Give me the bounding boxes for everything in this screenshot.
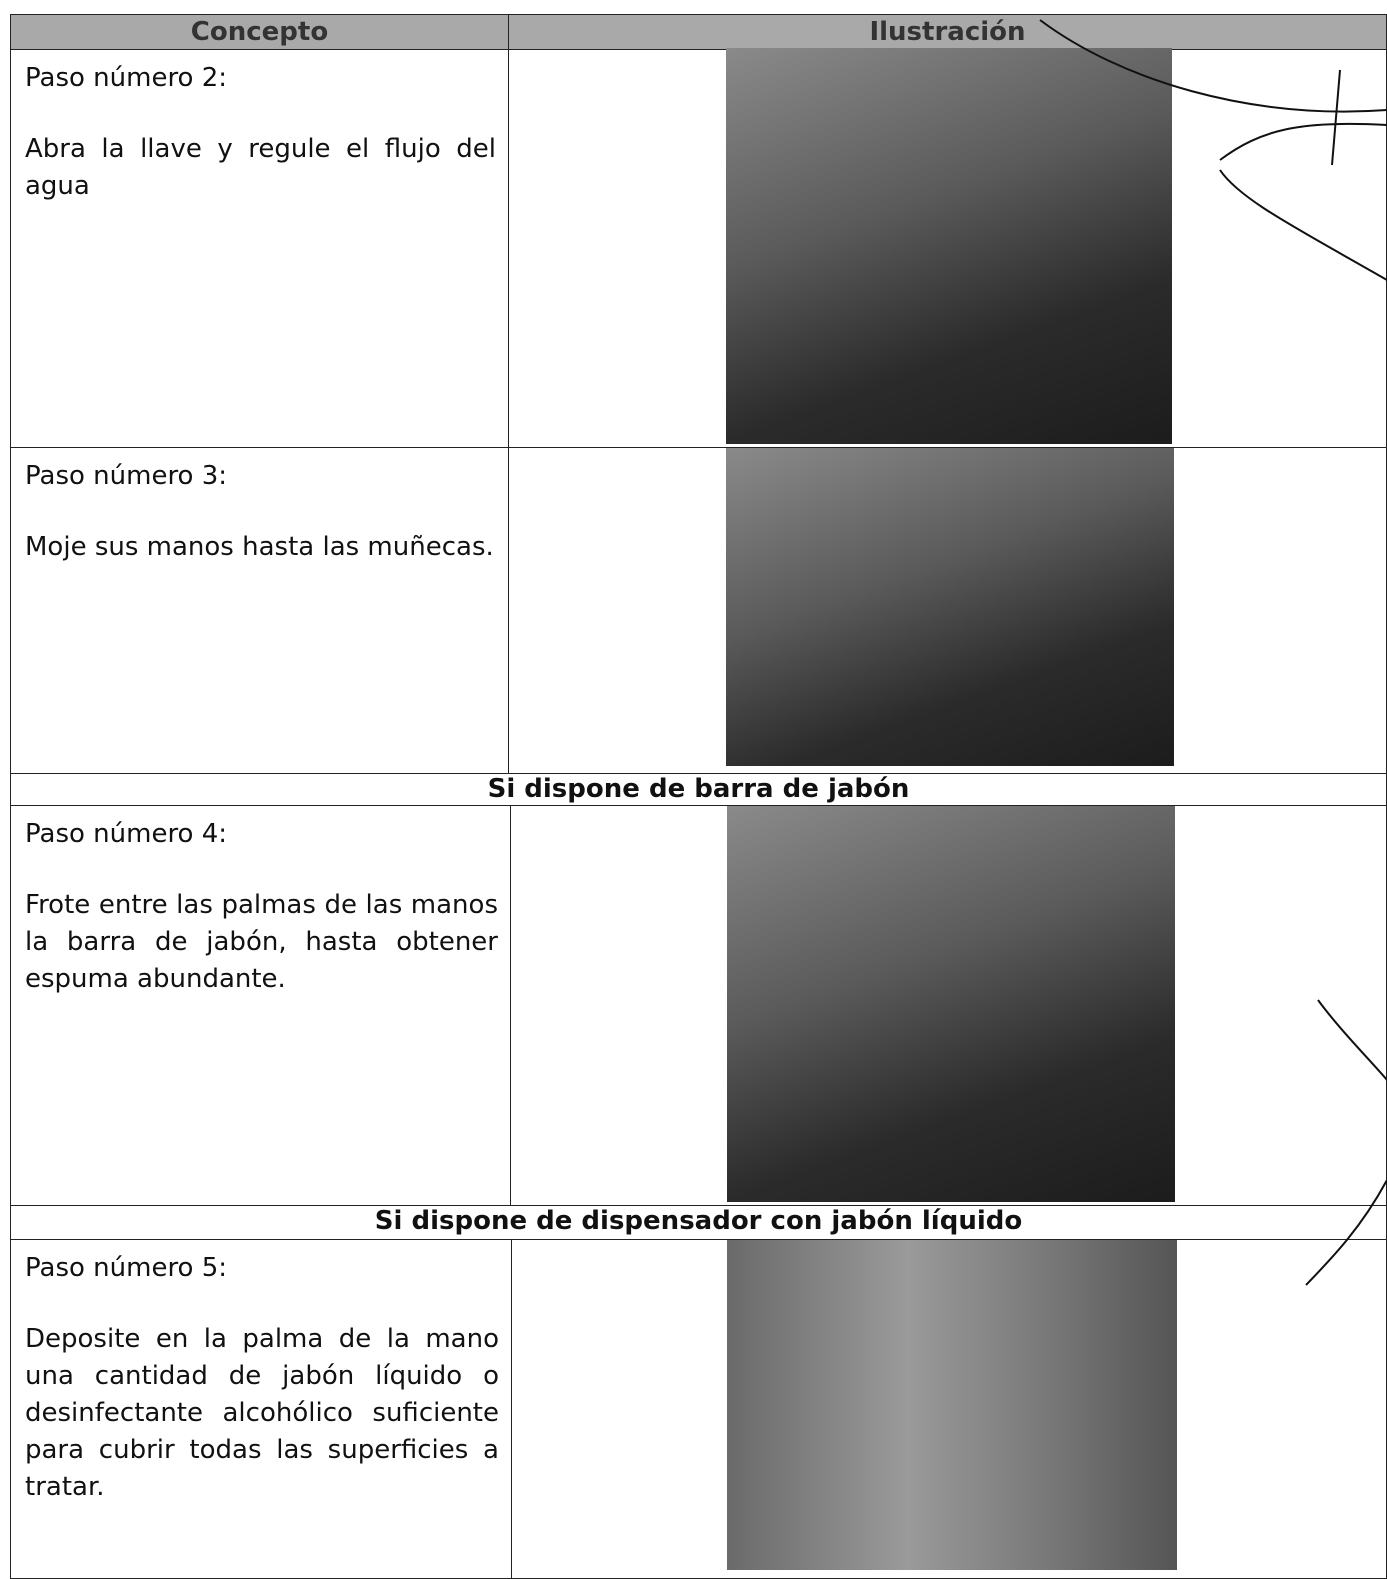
- step-title: Paso número 2:: [25, 63, 228, 93]
- photo: [726, 48, 1172, 444]
- header-cell: Concepto: [10, 14, 509, 50]
- photo: [726, 448, 1174, 766]
- step-text: Deposite en la palma de la mano una cant…: [25, 1324, 499, 1502]
- concept-cell: Paso número 5: Deposite en la palma de l…: [10, 1239, 512, 1579]
- step-text: Moje sus manos hasta las muñecas.: [25, 532, 494, 562]
- concept-cell: Paso número 4: Frote entre las palmas de…: [10, 805, 511, 1206]
- step-title: Paso número 4:: [25, 819, 228, 849]
- signature-stroke: [1039, 19, 1387, 281]
- step-text: Frote entre las palmas de las manos la b…: [25, 890, 498, 994]
- step-text: Abra la llave y regule el flujo del agua: [25, 134, 496, 201]
- photo: [727, 806, 1175, 1202]
- step-title: Paso número 5:: [25, 1253, 228, 1283]
- step-title: Paso número 3:: [25, 461, 228, 491]
- concept-cell: Paso número 2: Abra la llave y regule el…: [10, 49, 509, 448]
- signature-stroke: [1305, 999, 1387, 1286]
- photo: [727, 1240, 1177, 1570]
